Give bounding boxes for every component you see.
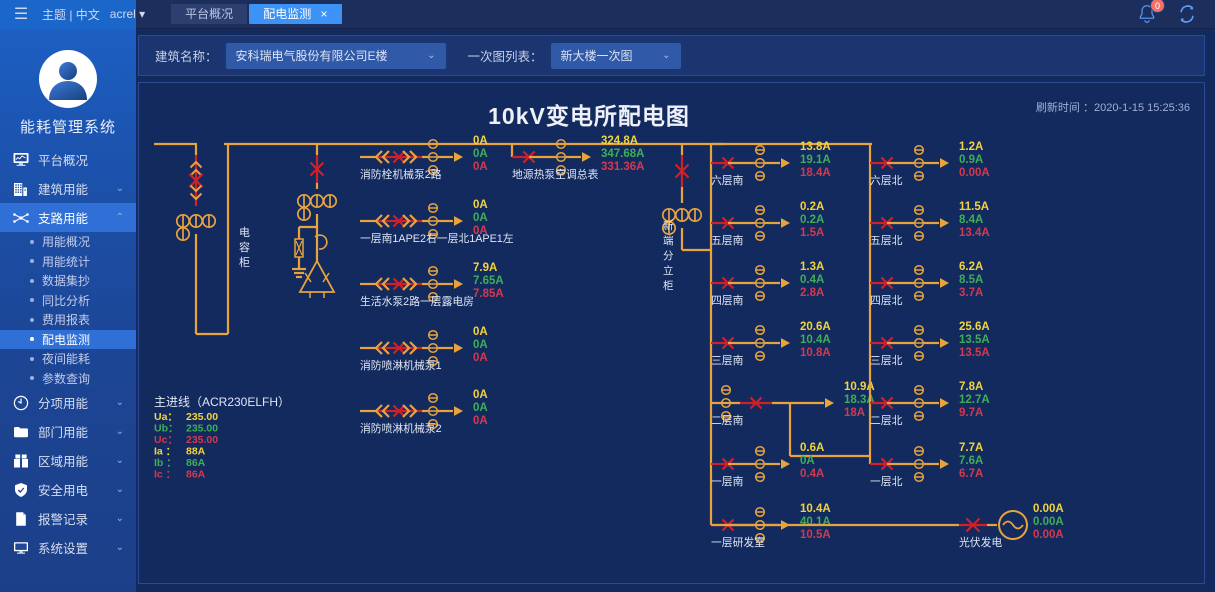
svg-text:0.2A: 0.2A bbox=[800, 201, 824, 213]
svg-text:13.5A: 13.5A bbox=[959, 347, 990, 359]
svg-text:0A: 0A bbox=[473, 389, 488, 401]
svg-text:0A: 0A bbox=[473, 352, 488, 364]
svg-text:分: 分 bbox=[663, 250, 674, 262]
svg-text:7.7A: 7.7A bbox=[959, 442, 983, 454]
svg-text:0.9A: 0.9A bbox=[959, 154, 983, 166]
svg-text:地源热泵空调总表: 地源热泵空调总表 bbox=[512, 167, 599, 181]
svg-text:消防喷淋机械泵2: 消防喷淋机械泵2 bbox=[360, 421, 442, 435]
svg-text:一层南: 一层南 bbox=[711, 475, 744, 488]
svg-text:0A: 0A bbox=[473, 402, 488, 414]
svg-text:86A: 86A bbox=[186, 469, 206, 481]
svg-text:Ub：: Ub： bbox=[154, 423, 179, 435]
svg-text:二层北: 二层北 bbox=[870, 414, 903, 427]
svg-text:Ib ：: Ib ： bbox=[154, 457, 177, 469]
svg-text:9.7A: 9.7A bbox=[959, 407, 983, 419]
svg-text:10.4A: 10.4A bbox=[800, 503, 831, 515]
svg-text:1.3A: 1.3A bbox=[800, 261, 824, 273]
svg-text:18A: 18A bbox=[844, 407, 865, 419]
svg-text:0A: 0A bbox=[473, 212, 488, 224]
svg-text:0A: 0A bbox=[473, 199, 488, 211]
svg-text:13.4A: 13.4A bbox=[959, 227, 990, 239]
svg-text:0A: 0A bbox=[800, 455, 815, 467]
svg-text:8.5A: 8.5A bbox=[959, 274, 983, 286]
svg-text:1.2A: 1.2A bbox=[959, 141, 983, 153]
svg-text:0.4A: 0.4A bbox=[800, 274, 824, 286]
svg-text:四层南: 四层南 bbox=[711, 294, 744, 307]
svg-text:235.00: 235.00 bbox=[186, 434, 218, 446]
svg-text:光伏发电: 光伏发电 bbox=[959, 535, 1002, 549]
svg-text:88A: 88A bbox=[186, 446, 206, 458]
svg-text:235.00: 235.00 bbox=[186, 411, 218, 423]
svg-text:一层南1APE2右一层北1APE1左: 一层南1APE2右一层北1APE1左 bbox=[360, 231, 514, 245]
svg-text:10.8A: 10.8A bbox=[800, 347, 831, 359]
svg-text:10.4A: 10.4A bbox=[800, 334, 831, 346]
svg-text:3.7A: 3.7A bbox=[959, 287, 983, 299]
svg-text:立: 立 bbox=[663, 264, 674, 277]
svg-text:0A: 0A bbox=[473, 161, 488, 173]
svg-text:0A: 0A bbox=[473, 135, 488, 147]
svg-text:柜: 柜 bbox=[663, 279, 674, 292]
svg-text:1.5A: 1.5A bbox=[800, 227, 824, 239]
svg-text:柜: 柜 bbox=[239, 256, 250, 269]
svg-text:86A: 86A bbox=[186, 457, 206, 469]
svg-text:7.8A: 7.8A bbox=[959, 381, 983, 393]
svg-text:三层南: 三层南 bbox=[711, 354, 744, 367]
svg-text:0.6A: 0.6A bbox=[800, 442, 824, 454]
svg-text:0.2A: 0.2A bbox=[800, 214, 824, 226]
svg-text:6.2A: 6.2A bbox=[959, 261, 983, 273]
svg-text:0.00A: 0.00A bbox=[959, 167, 990, 179]
svg-text:Uc：: Uc： bbox=[154, 434, 178, 446]
svg-text:0.4A: 0.4A bbox=[800, 468, 824, 480]
svg-text:消防喷淋机械泵1: 消防喷淋机械泵1 bbox=[360, 358, 442, 372]
svg-text:0.00A: 0.00A bbox=[1033, 516, 1064, 528]
svg-text:容: 容 bbox=[239, 240, 250, 254]
svg-text:7.85A: 7.85A bbox=[473, 288, 504, 300]
svg-text:324.8A: 324.8A bbox=[601, 135, 638, 147]
svg-text:端: 端 bbox=[663, 234, 674, 247]
svg-text:二层南: 二层南 bbox=[711, 414, 744, 427]
svg-text:0A: 0A bbox=[473, 415, 488, 427]
svg-text:0A: 0A bbox=[473, 339, 488, 351]
svg-text:19.1A: 19.1A bbox=[800, 154, 831, 166]
svg-text:一层北: 一层北 bbox=[870, 475, 903, 488]
svg-text:生活水泵2路一层露电房: 生活水泵2路一层露电房 bbox=[360, 294, 474, 308]
svg-text:五层北: 五层北 bbox=[870, 234, 903, 247]
svg-text:11.5A: 11.5A bbox=[959, 201, 989, 213]
svg-text:Ia ：: Ia ： bbox=[154, 446, 176, 458]
svg-text:8.4A: 8.4A bbox=[959, 214, 983, 226]
svg-text:新: 新 bbox=[663, 219, 674, 232]
svg-text:7.9A: 7.9A bbox=[473, 262, 497, 274]
svg-text:0.00A: 0.00A bbox=[1033, 503, 1064, 515]
svg-text:235.00: 235.00 bbox=[186, 423, 218, 435]
svg-text:13.5A: 13.5A bbox=[959, 334, 990, 346]
svg-text:六层南: 六层南 bbox=[711, 174, 744, 187]
svg-text:18.4A: 18.4A bbox=[800, 167, 831, 179]
svg-text:12.7A: 12.7A bbox=[959, 394, 990, 406]
svg-text:Ic ：: Ic ： bbox=[154, 469, 176, 481]
svg-text:六层北: 六层北 bbox=[870, 174, 903, 187]
svg-text:四层北: 四层北 bbox=[870, 294, 903, 307]
svg-text:电: 电 bbox=[239, 226, 250, 239]
svg-text:0A: 0A bbox=[473, 148, 488, 160]
svg-text:10.5A: 10.5A bbox=[800, 529, 831, 541]
svg-text:一层研发室: 一层研发室 bbox=[711, 535, 765, 549]
svg-text:20.6A: 20.6A bbox=[800, 321, 831, 333]
svg-text:三层北: 三层北 bbox=[870, 354, 903, 367]
svg-text:6.7A: 6.7A bbox=[959, 468, 983, 480]
svg-text:7.6A: 7.6A bbox=[959, 455, 983, 467]
svg-text:347.68A: 347.68A bbox=[601, 148, 644, 160]
svg-text:Ua：: Ua： bbox=[154, 411, 178, 423]
svg-text:331.36A: 331.36A bbox=[601, 161, 644, 173]
svg-text:消防栓机械泵2路: 消防栓机械泵2路 bbox=[360, 167, 442, 181]
svg-text:25.6A: 25.6A bbox=[959, 321, 990, 333]
svg-text:2.8A: 2.8A bbox=[800, 287, 824, 299]
svg-text:主进线（ACR230ELFH）: 主进线（ACR230ELFH） bbox=[154, 395, 290, 409]
svg-text:40.1A: 40.1A bbox=[800, 516, 831, 528]
svg-text:13.8A: 13.8A bbox=[800, 141, 831, 153]
svg-text:0.00A: 0.00A bbox=[1033, 529, 1064, 541]
svg-text:0A: 0A bbox=[473, 326, 488, 338]
svg-text:7.65A: 7.65A bbox=[473, 275, 504, 287]
svg-text:五层南: 五层南 bbox=[711, 234, 744, 247]
